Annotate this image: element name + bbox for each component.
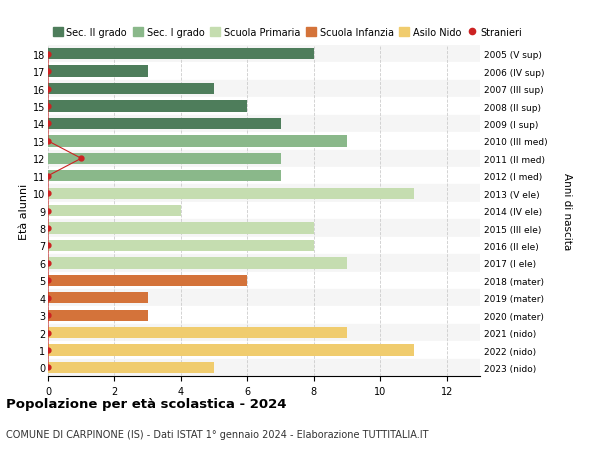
Bar <box>48 202 480 220</box>
Bar <box>48 63 480 81</box>
Bar <box>48 257 347 269</box>
Bar <box>48 324 480 341</box>
Bar <box>48 220 480 237</box>
Bar <box>48 237 480 255</box>
Bar <box>48 292 148 304</box>
Bar <box>48 46 480 63</box>
Bar <box>48 359 480 376</box>
Bar <box>48 341 480 359</box>
Y-axis label: Anni di nascita: Anni di nascita <box>562 173 572 250</box>
Bar <box>48 101 247 112</box>
Bar <box>48 290 480 307</box>
Bar <box>48 133 480 150</box>
Bar <box>48 188 413 199</box>
Bar <box>48 255 480 272</box>
Bar <box>48 81 480 98</box>
Text: COMUNE DI CARPINONE (IS) - Dati ISTAT 1° gennaio 2024 - Elaborazione TUTTITALIA.: COMUNE DI CARPINONE (IS) - Dati ISTAT 1°… <box>6 429 428 439</box>
Bar <box>48 150 480 168</box>
Bar <box>48 168 480 185</box>
Bar <box>48 362 214 373</box>
Bar <box>48 185 480 202</box>
Bar <box>48 307 480 324</box>
Bar <box>48 153 281 165</box>
Bar <box>48 240 314 252</box>
Bar <box>48 49 314 60</box>
Bar <box>48 345 413 356</box>
Y-axis label: Età alunni: Età alunni <box>19 183 29 239</box>
Bar <box>48 84 214 95</box>
Bar <box>48 327 347 339</box>
Bar <box>48 223 314 234</box>
Bar <box>48 171 281 182</box>
Bar <box>48 67 148 78</box>
Bar <box>48 118 281 130</box>
Legend: Sec. II grado, Sec. I grado, Scuola Primaria, Scuola Infanzia, Asilo Nido, Stran: Sec. II grado, Sec. I grado, Scuola Prim… <box>53 28 523 38</box>
Bar <box>48 98 480 116</box>
Bar <box>48 272 480 290</box>
Bar <box>48 116 480 133</box>
Bar <box>48 206 181 217</box>
Text: Popolazione per età scolastica - 2024: Popolazione per età scolastica - 2024 <box>6 397 287 410</box>
Bar <box>48 275 247 286</box>
Bar <box>48 136 347 147</box>
Bar <box>48 310 148 321</box>
